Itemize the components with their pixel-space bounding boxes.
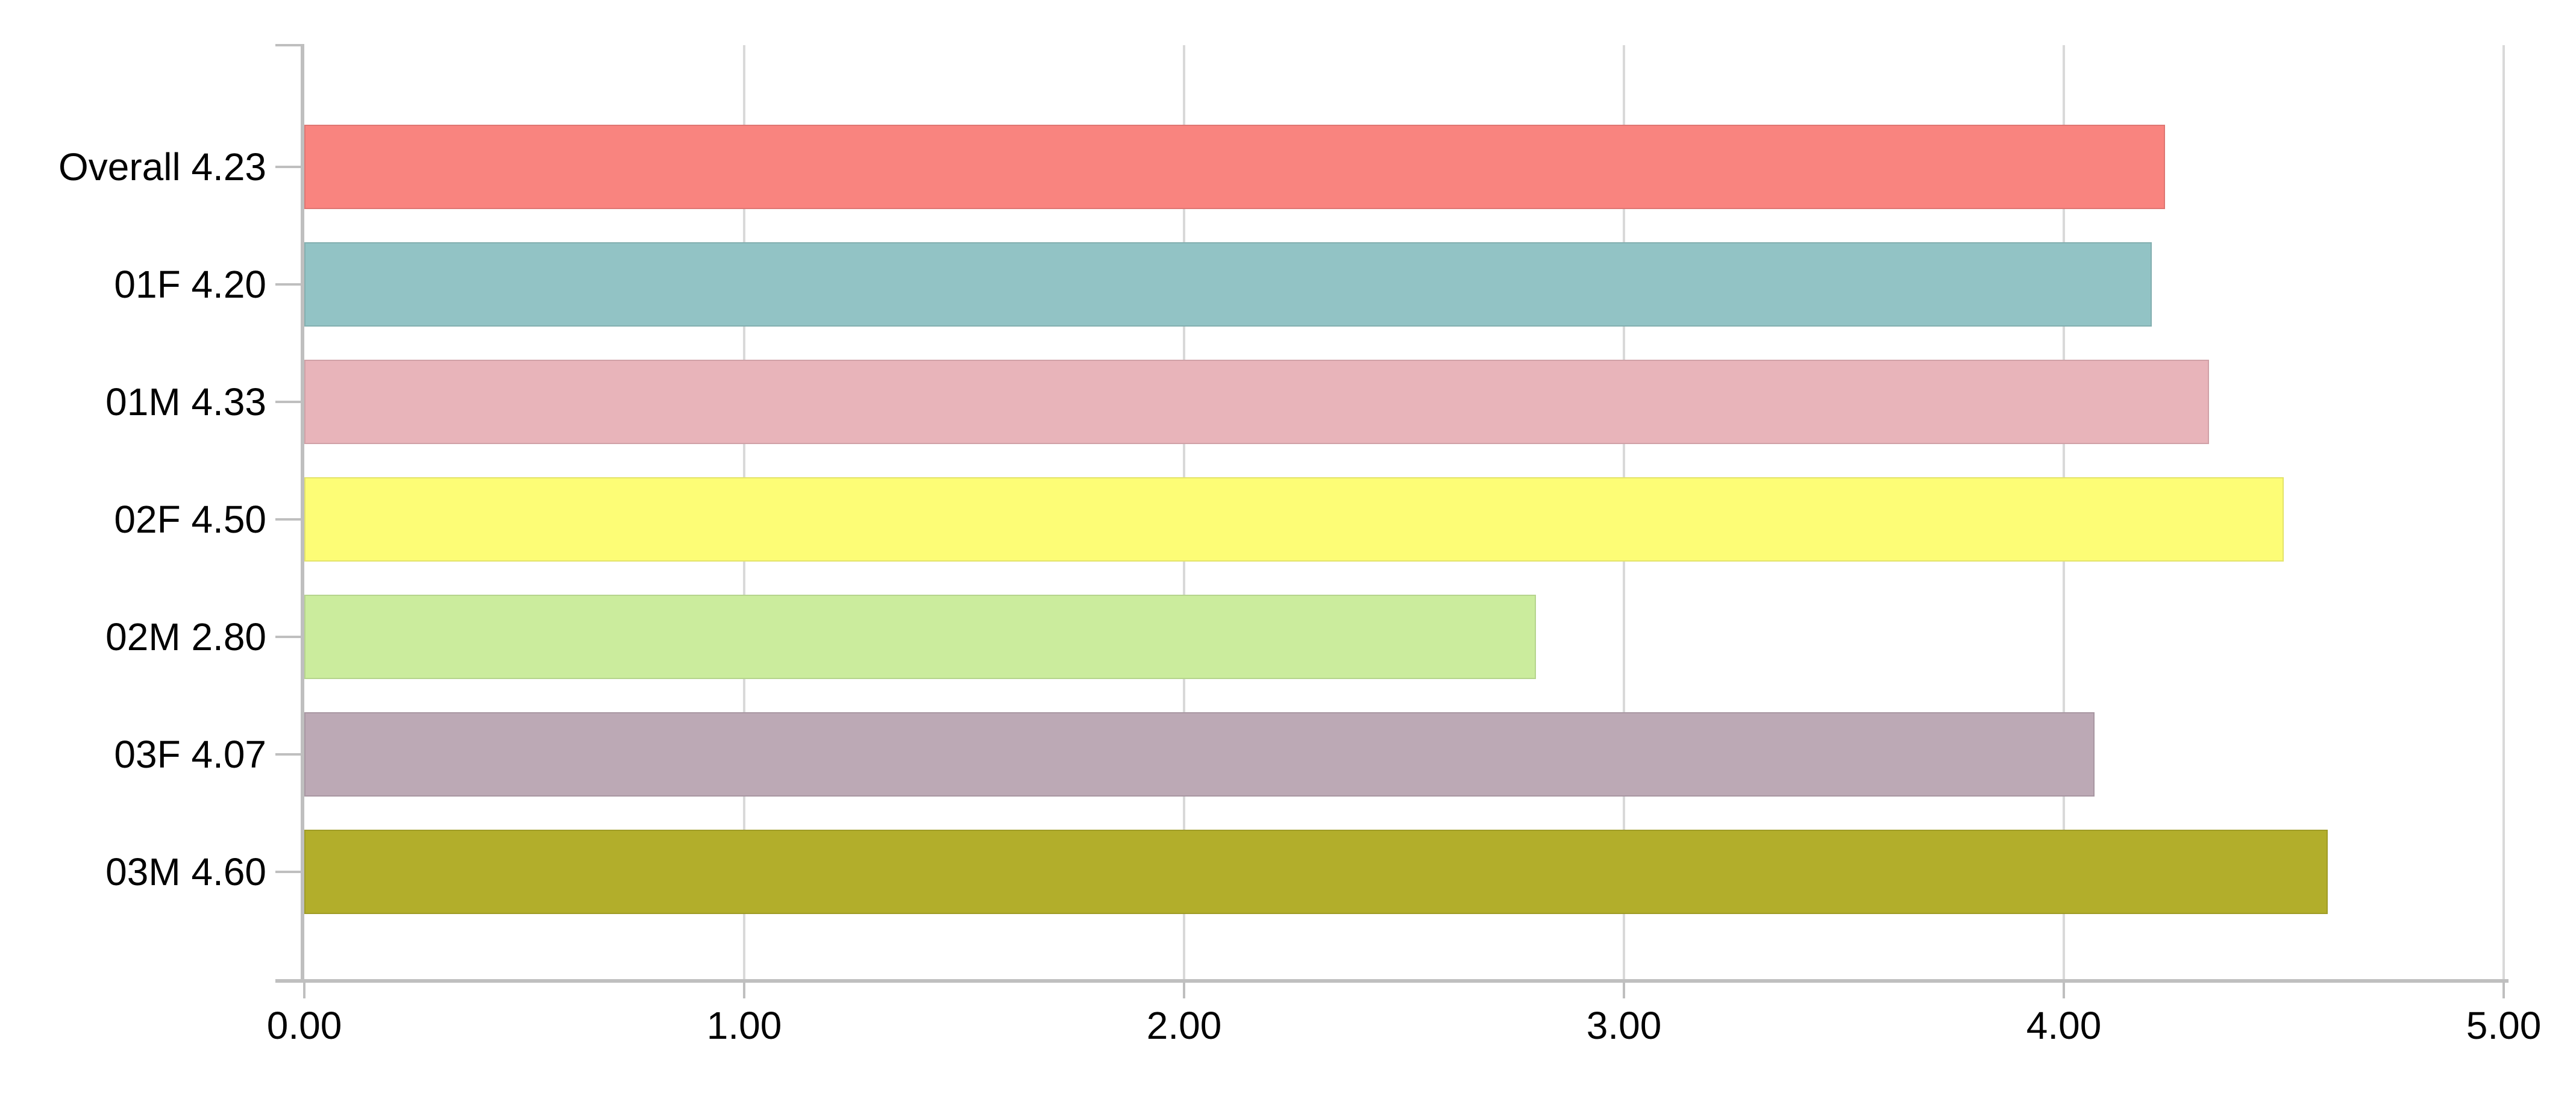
x-gridline bbox=[2502, 45, 2505, 979]
x-tick-label: 1.00 bbox=[706, 1004, 782, 1047]
y-axis-tick bbox=[275, 44, 304, 46]
x-tick-label: 3.00 bbox=[1586, 1004, 1662, 1047]
row-label-01f: 01F 4.20 bbox=[114, 263, 266, 306]
x-axis-line bbox=[275, 979, 2509, 983]
y-axis-tick bbox=[275, 401, 304, 403]
y-axis-tick bbox=[275, 283, 304, 286]
row-label-03f: 03F 4.07 bbox=[114, 733, 266, 776]
row-label-02m: 02M 2.80 bbox=[105, 615, 266, 659]
bar-01f bbox=[304, 242, 2152, 327]
x-axis-tick bbox=[1183, 979, 1185, 998]
row-label-01m: 01M 4.33 bbox=[105, 380, 266, 424]
x-axis-tick bbox=[2063, 979, 2065, 998]
bar-02m bbox=[304, 595, 1536, 679]
x-tick-label: 0.00 bbox=[266, 1004, 342, 1047]
bar-01m bbox=[304, 360, 2209, 444]
bar-03f bbox=[304, 712, 2095, 797]
y-axis-line bbox=[301, 45, 304, 979]
row-label-03m: 03M 4.60 bbox=[105, 850, 266, 894]
y-axis-tick bbox=[275, 636, 304, 638]
bar-03m bbox=[304, 830, 2328, 914]
y-axis-tick bbox=[275, 518, 304, 521]
x-tick-label: 2.00 bbox=[1146, 1004, 1222, 1047]
x-axis-tick bbox=[303, 979, 306, 998]
y-axis-tick bbox=[275, 871, 304, 873]
x-tick-label: 5.00 bbox=[2466, 1004, 2542, 1047]
bar-overall bbox=[304, 125, 2165, 209]
row-label-overall: Overall 4.23 bbox=[58, 145, 266, 189]
y-axis-tick bbox=[275, 166, 304, 168]
x-axis-tick bbox=[1623, 979, 1625, 998]
x-axis-tick bbox=[743, 979, 745, 998]
x-tick-label: 4.00 bbox=[2026, 1004, 2102, 1047]
y-axis-tick bbox=[275, 753, 304, 756]
bar-02f bbox=[304, 477, 2284, 562]
x-axis-tick bbox=[2502, 979, 2505, 998]
row-label-02f: 02F 4.50 bbox=[114, 498, 266, 541]
